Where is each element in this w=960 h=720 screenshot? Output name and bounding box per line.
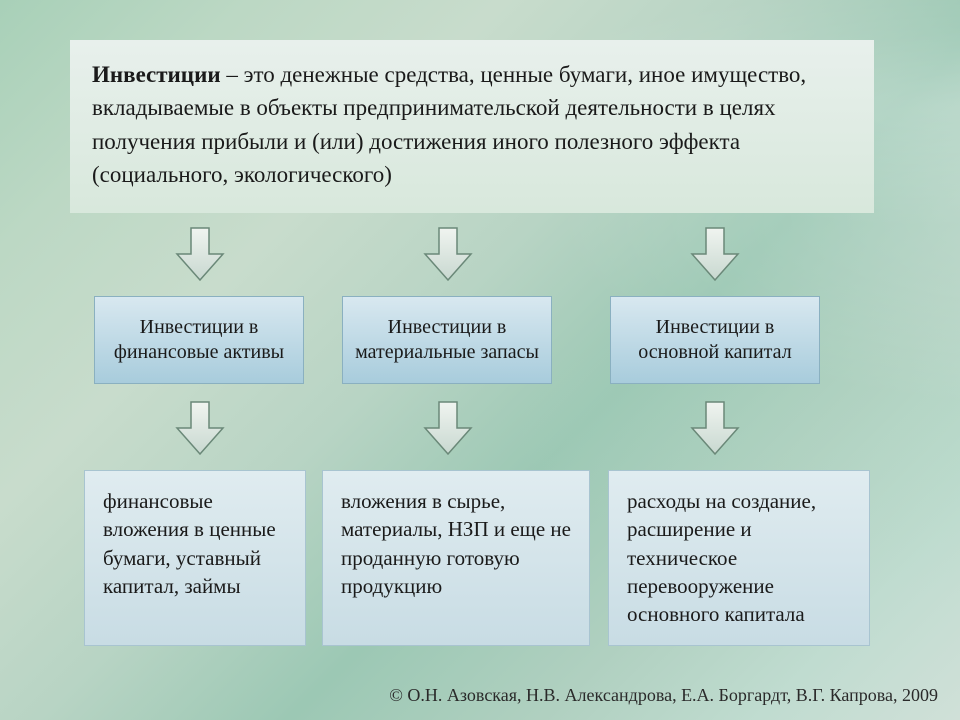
category-box-fixed-capital: Инвестиции в основной капитал [610, 296, 820, 384]
definition-box: Инвестиции – это денежные средства, ценн… [70, 40, 874, 213]
definition-term: Инвестиции [92, 62, 221, 87]
category-box-financial-assets: Инвестиции в финансовые активы [94, 296, 304, 384]
description-text: вложения в сырье, материалы, НЗП и еще н… [341, 489, 571, 598]
description-box-fixed-capital: расходы на создание, расширение и технич… [608, 470, 870, 646]
arrow-down-icon [175, 226, 225, 282]
description-text: расходы на создание, расширение и технич… [627, 489, 816, 626]
description-box-material-stocks: вложения в сырье, материалы, НЗП и еще н… [322, 470, 590, 646]
category-title: Инвестиции в финансовые активы [105, 315, 293, 365]
copyright-credit: © О.Н. Азовская, Н.В. Александрова, Е.А.… [389, 685, 938, 706]
arrow-down-icon [690, 226, 740, 282]
category-box-material-stocks: Инвестиции в материальные запасы [342, 296, 552, 384]
category-title: Инвестиции в материальные запасы [353, 315, 541, 365]
arrow-down-icon [423, 400, 473, 456]
arrow-down-icon [690, 400, 740, 456]
arrow-down-icon [175, 400, 225, 456]
category-title: Инвестиции в основной капитал [621, 315, 809, 365]
arrow-down-icon [423, 226, 473, 282]
description-text: финансовые вложения в ценные бумаги, уст… [103, 489, 276, 598]
description-box-financial-assets: финансовые вложения в ценные бумаги, уст… [84, 470, 306, 646]
